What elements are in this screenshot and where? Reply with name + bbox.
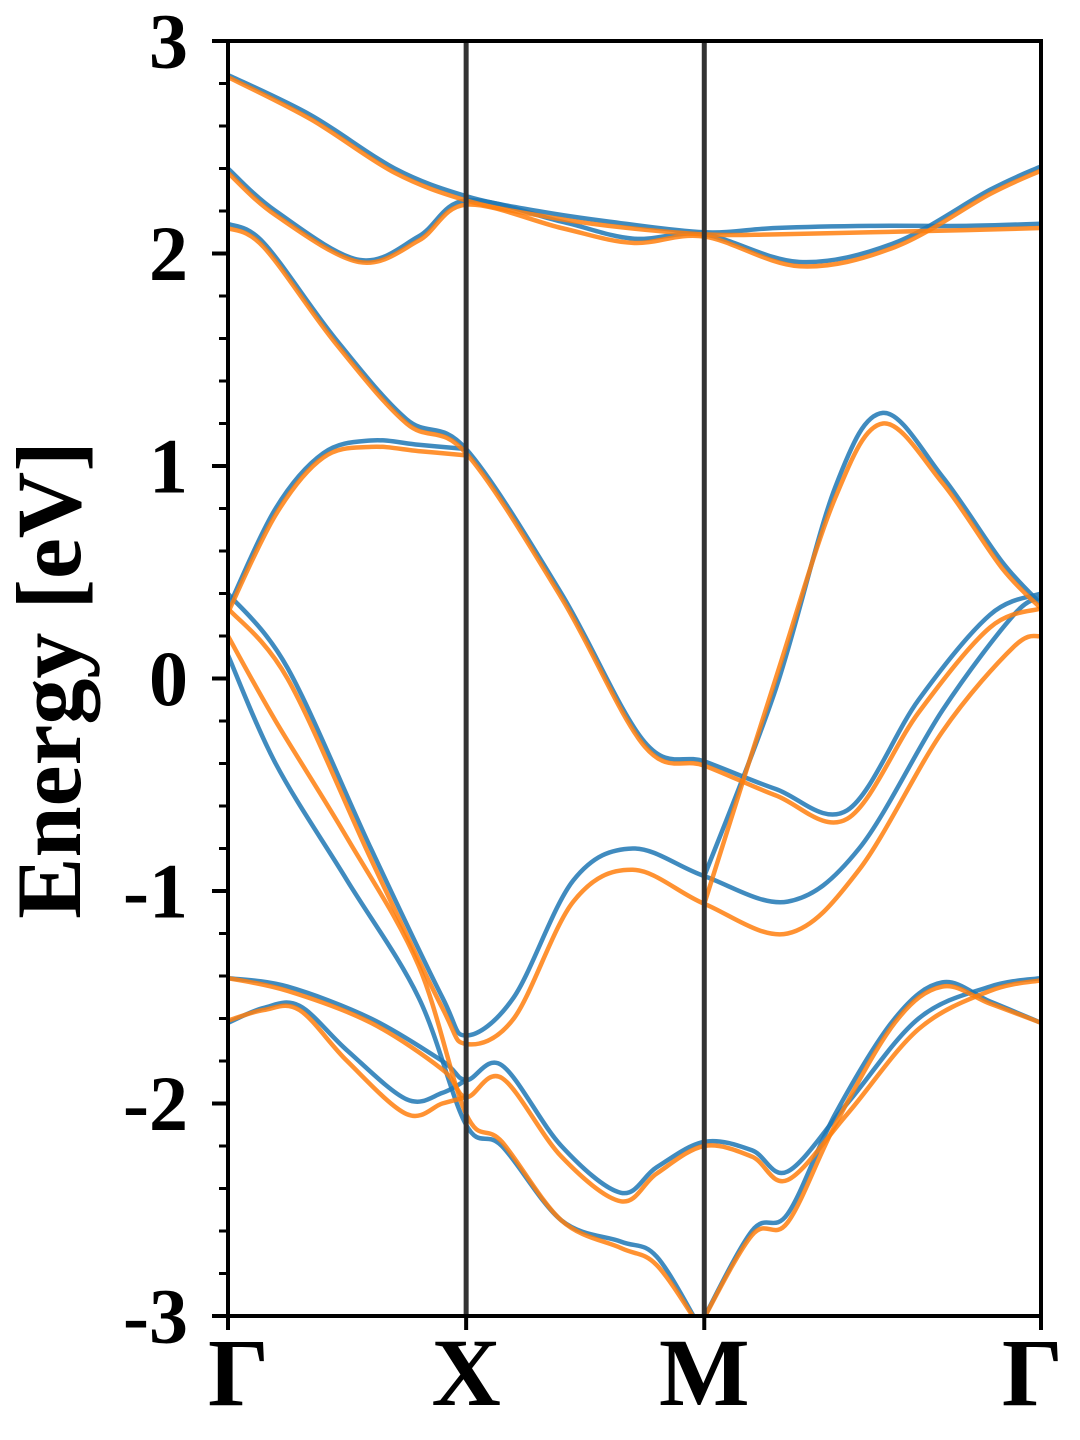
y-tick-label: 0: [149, 635, 188, 722]
y-axis-ticks: -3 -2 -1 0 1 2 3: [123, 0, 228, 1360]
x-tick-label-3: M: [659, 1319, 750, 1426]
y-tick-label: -1: [123, 848, 188, 935]
x-tick-label-2: X: [431, 1319, 500, 1426]
series-2: [228, 74, 1041, 1316]
kpoint-dividers: [463, 41, 707, 1316]
series-2-band-9: [228, 1003, 469, 1119]
series-2-band-4: [228, 444, 469, 615]
series-1-band-4: [228, 437, 469, 611]
series-1-band-8: [228, 975, 1041, 1196]
series-1-band-3: [228, 221, 1041, 817]
y-axis-title: Energy [eV]: [0, 441, 100, 919]
series-2-band-8: [228, 975, 1041, 1204]
series-2-band-2: [228, 168, 1041, 269]
series-1-band-6: [228, 591, 1041, 1038]
y-tick-label: -3: [123, 1273, 188, 1360]
series-2-band-6: [228, 606, 1041, 1047]
series-1-band-2: [228, 164, 1041, 265]
y-tick-label: -2: [123, 1060, 188, 1147]
series-1: [228, 72, 1041, 1316]
series-2-band-1: [228, 74, 1041, 238]
y-tick-label: 3: [149, 0, 188, 85]
series-2-band-10: [702, 983, 1041, 1316]
series-2-band-3: [228, 225, 1041, 825]
y-tick-label: 2: [149, 210, 188, 297]
x-tick-label-4: Γ: [1002, 1319, 1063, 1426]
bands-layer: [228, 72, 1041, 1316]
series-1-band-1: [228, 72, 1041, 235]
series-2-band-5: [702, 421, 1041, 907]
y-tick-label: 1: [149, 423, 188, 510]
x-tick-label-1: Γ: [208, 1319, 269, 1426]
